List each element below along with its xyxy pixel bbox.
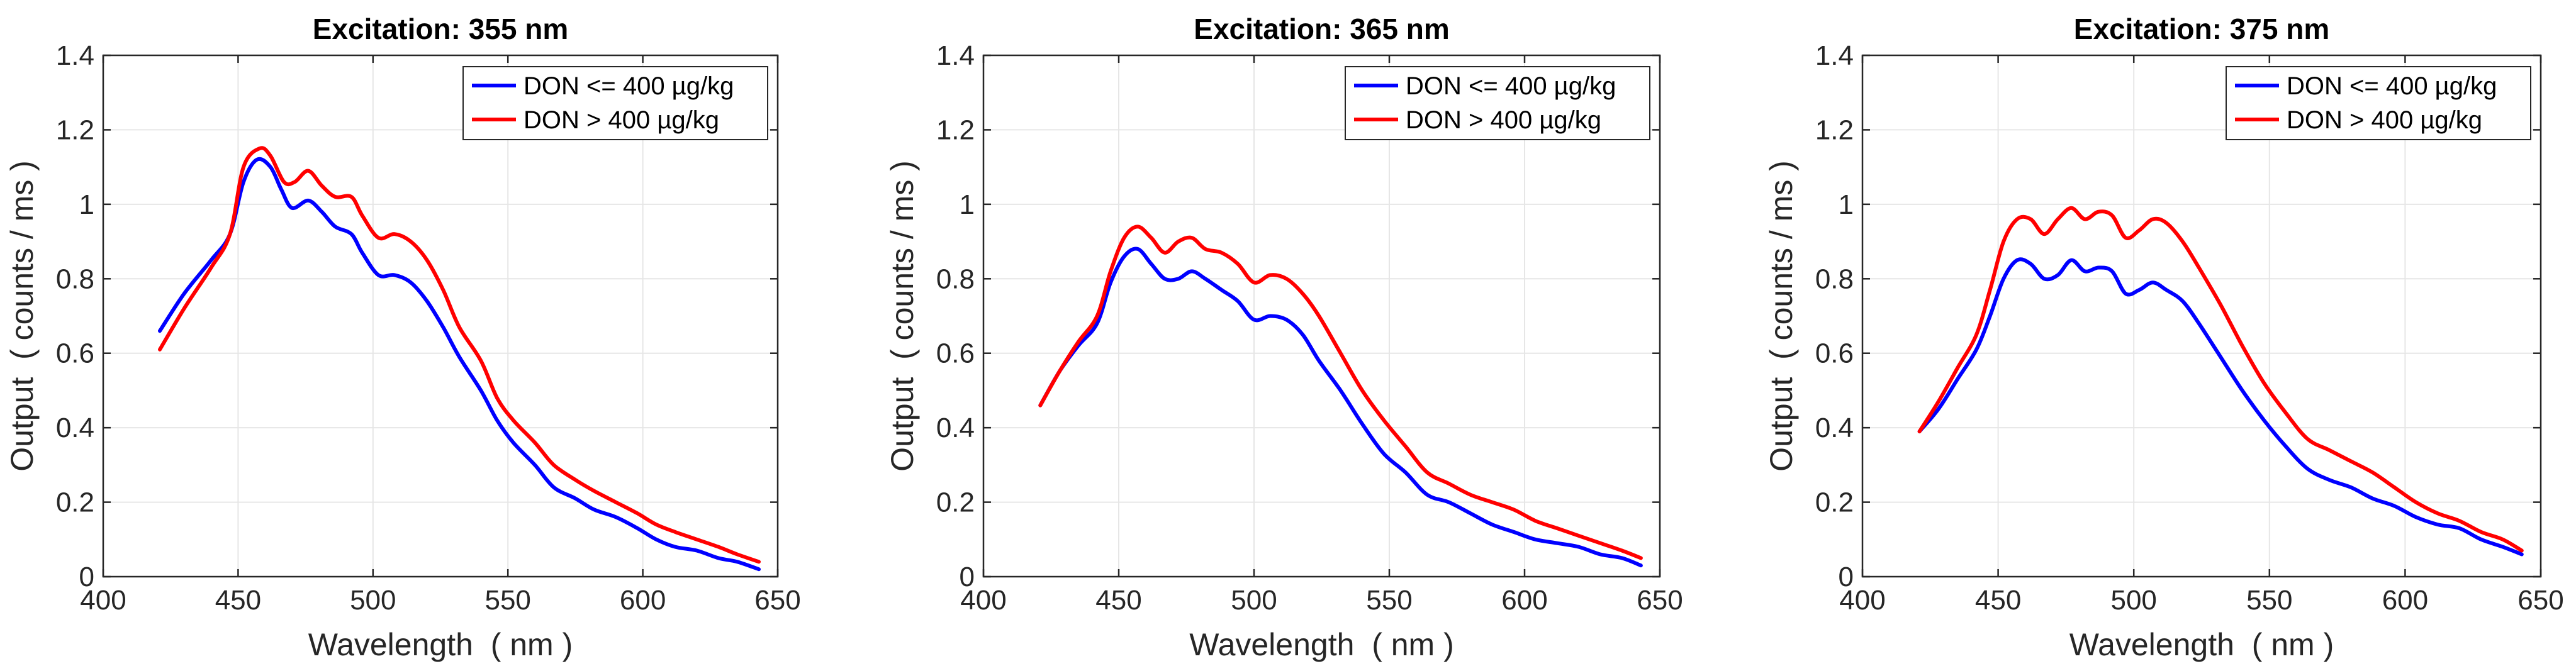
chart-title: Excitation: 375 nm: [2074, 13, 2329, 45]
series-line-low: [158, 157, 761, 572]
y-tick-label: 1.4: [936, 40, 975, 71]
x-tick-label: 400: [960, 585, 1006, 616]
x-tick-label: 500: [1231, 585, 1277, 616]
x-tick-label: 600: [620, 585, 666, 616]
y-tick-label: 1: [1839, 189, 1854, 220]
legend-label: DON <= 400 µg/kg: [524, 72, 734, 100]
y-tick-label: 0.4: [1815, 413, 1854, 443]
series-line-high: [158, 146, 761, 564]
y-tick-label: 0: [79, 562, 94, 592]
x-tick-label: 500: [350, 585, 396, 616]
y-tick-label: 0.2: [1815, 487, 1854, 518]
y-tick-label: 0.6: [936, 338, 975, 369]
legend-label: DON <= 400 µg/kg: [2287, 72, 2497, 100]
series-line-high: [1038, 225, 1643, 560]
x-tick-label: 550: [484, 585, 530, 616]
axes-box: [1861, 54, 2542, 578]
series-line-low: [1917, 257, 2524, 557]
x-tick-label: 600: [1501, 585, 1547, 616]
y-tick-label: 1: [79, 189, 94, 220]
x-tick-label: 400: [80, 585, 126, 616]
y-tick-label: 1.2: [936, 114, 975, 145]
x-tick-label: 450: [1095, 585, 1141, 616]
series-line-high: [1917, 206, 2524, 553]
x-tick-label: 450: [215, 585, 261, 616]
plot-area: [1862, 55, 2541, 577]
y-tick-label: 0.8: [56, 263, 94, 294]
chart-panel-3: 400 450 500 550 600 650 0 0.2 0.4 0.6 0.8 1 1.2 1.4 Ex…: [1764, 13, 2564, 662]
y-tick-label: 1.4: [56, 40, 94, 71]
y-tick-label: 1.4: [1815, 40, 1854, 71]
y-tick-label: 1.2: [1815, 114, 1854, 145]
chart-panel-2: 400 450 500 550 600 650 0 0.2 0.4 0.6 0.8 1 1.2 1.4 Ex…: [885, 13, 1683, 662]
series-line-low: [1038, 247, 1643, 568]
legend: DON <= 400 µg/kg DON > 400 µg/kg: [2226, 66, 2531, 140]
chart-panel-1: 400 450 500 550 600 650 0 0.2 0.4 0.6 0.8 1 1.2 1.4 Ex…: [4, 13, 801, 662]
y-tick-label: 0.8: [1815, 263, 1854, 294]
y-tick-label: 0.6: [56, 338, 94, 369]
y-tick-label: 1.2: [56, 114, 94, 145]
x-tick-label: 500: [2110, 585, 2156, 616]
x-tick-label: 400: [1839, 585, 1885, 616]
legend-box: [2226, 66, 2531, 140]
y-tick-label: 0: [1839, 562, 1854, 592]
legend: DON <= 400 µg/kg DON > 400 µg/kg: [1345, 66, 1650, 140]
chart-title: Excitation: 365 nm: [1194, 13, 1449, 45]
axes-box: [102, 54, 779, 578]
chart-title: Excitation: 355 nm: [313, 13, 568, 45]
legend-label: DON > 400 µg/kg: [524, 106, 719, 134]
y-axis-label: Output ( counts / ms ): [4, 160, 40, 472]
y-tick-label: 0.2: [56, 487, 94, 518]
axes-box: [982, 54, 1661, 578]
x-tick-label: 650: [2517, 585, 2563, 616]
y-tick-label: 0.2: [936, 487, 975, 518]
x-tick-label: 550: [1366, 585, 1412, 616]
y-tick-label: 0: [960, 562, 975, 592]
legend-box: [1345, 66, 1650, 140]
x-tick-label: 650: [1637, 585, 1683, 616]
y-tick-label: 1: [960, 189, 975, 220]
x-axis-label: Wavelength ( nm ): [308, 627, 573, 662]
y-tick-label: 0.8: [936, 263, 975, 294]
x-tick-label: 650: [754, 585, 800, 616]
y-tick-label: 0.4: [56, 413, 94, 443]
legend-label: DON > 400 µg/kg: [2287, 106, 2482, 134]
x-tick-label: 450: [1975, 585, 2021, 616]
legend: DON <= 400 µg/kg DON > 400 µg/kg: [462, 66, 768, 140]
x-tick-label: 600: [2382, 585, 2428, 616]
legend-box: [462, 66, 768, 140]
y-axis-label: Output ( counts / ms ): [885, 160, 920, 472]
x-axis-label: Wavelength ( nm ): [2069, 627, 2334, 662]
legend-label: DON <= 400 µg/kg: [1406, 72, 1616, 100]
legend-label: DON > 400 µg/kg: [1406, 106, 1601, 134]
plot-area: [103, 55, 778, 577]
x-tick-label: 550: [2246, 585, 2292, 616]
x-axis-label: Wavelength ( nm ): [1189, 627, 1454, 662]
y-tick-label: 0.4: [936, 413, 975, 443]
y-tick-label: 0.6: [1815, 338, 1854, 369]
y-axis-label: Output ( counts / ms ): [1764, 160, 1799, 472]
